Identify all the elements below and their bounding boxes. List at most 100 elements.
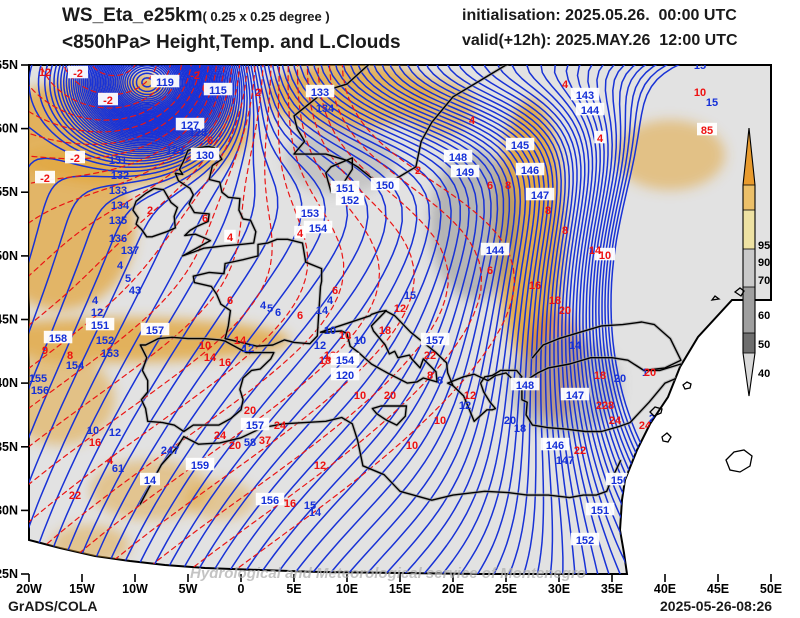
svg-text:12: 12 (242, 343, 254, 355)
svg-text:14: 14 (204, 352, 217, 364)
svg-text:115: 115 (209, 85, 227, 97)
svg-text:20: 20 (644, 367, 656, 379)
svg-text:5: 5 (267, 303, 273, 315)
svg-text:90: 90 (758, 257, 770, 269)
svg-text:5: 5 (125, 273, 131, 285)
svg-text:134: 134 (316, 103, 335, 115)
svg-text:6: 6 (332, 285, 338, 297)
svg-text:4: 4 (469, 115, 476, 127)
svg-text:4: 4 (597, 133, 604, 145)
svg-text:-2: -2 (70, 153, 80, 165)
svg-text:228: 228 (596, 400, 614, 412)
svg-text:8: 8 (562, 225, 568, 237)
svg-text:12: 12 (39, 67, 51, 79)
svg-text:6: 6 (227, 295, 233, 307)
svg-text:20W: 20W (16, 582, 42, 596)
svg-text:24: 24 (214, 430, 227, 442)
svg-text:4: 4 (92, 295, 99, 307)
svg-text:10: 10 (324, 325, 336, 337)
svg-text:8: 8 (67, 350, 73, 362)
svg-text:154: 154 (336, 355, 355, 367)
svg-text:15: 15 (404, 290, 416, 302)
svg-text:95: 95 (758, 240, 770, 252)
svg-text:131: 131 (109, 155, 127, 167)
svg-text:129: 129 (166, 145, 184, 157)
svg-text:4: 4 (562, 79, 569, 91)
svg-text:14: 14 (316, 305, 329, 317)
svg-text:-2: -2 (103, 95, 113, 107)
svg-text:15W: 15W (69, 582, 95, 596)
svg-text:55N: 55N (0, 185, 18, 199)
svg-text:4: 4 (297, 228, 304, 240)
svg-text:149: 149 (456, 167, 474, 179)
svg-text:158: 158 (49, 333, 67, 345)
svg-text:144: 144 (486, 245, 505, 257)
svg-text:Hydrological and Meteorologica: Hydrological and Meteorological service … (190, 565, 586, 582)
svg-text:130: 130 (196, 150, 214, 162)
svg-text:151: 151 (591, 505, 609, 517)
svg-text:10: 10 (354, 335, 366, 347)
svg-text:119: 119 (156, 77, 174, 89)
svg-text:148: 148 (516, 380, 534, 392)
svg-text:137: 137 (121, 245, 139, 257)
svg-text:-2: -2 (190, 70, 200, 82)
svg-text:120: 120 (336, 370, 354, 382)
svg-text:14: 14 (309, 507, 322, 519)
svg-text:146: 146 (546, 440, 564, 452)
svg-text:4: 4 (260, 300, 267, 312)
svg-text:50E: 50E (760, 582, 782, 596)
svg-text:15E: 15E (389, 582, 411, 596)
svg-text:22: 22 (574, 445, 586, 457)
svg-text:12: 12 (91, 307, 103, 319)
svg-text:60: 60 (758, 310, 770, 322)
svg-text:151: 151 (91, 320, 109, 332)
svg-text:20: 20 (384, 390, 396, 402)
svg-text:147: 147 (556, 455, 574, 467)
svg-text:37: 37 (259, 435, 271, 447)
svg-text:22: 22 (69, 490, 81, 502)
svg-text:6: 6 (275, 307, 281, 319)
svg-text:154: 154 (309, 223, 328, 235)
svg-text:135: 135 (109, 215, 127, 227)
svg-text:152: 152 (96, 335, 114, 347)
svg-text:85: 85 (701, 125, 713, 137)
svg-text:148: 148 (449, 152, 467, 164)
svg-text:12: 12 (314, 460, 326, 472)
svg-text:153: 153 (301, 208, 319, 220)
svg-text:25E: 25E (495, 582, 517, 596)
svg-text:30E: 30E (548, 582, 570, 596)
svg-text:20: 20 (229, 440, 241, 452)
svg-text:40: 40 (758, 368, 770, 380)
svg-text:6: 6 (487, 180, 493, 192)
svg-text:2: 2 (415, 165, 421, 177)
svg-text:159: 159 (191, 460, 209, 472)
svg-text:45N: 45N (0, 313, 18, 327)
svg-text:152: 152 (341, 195, 359, 207)
svg-text:10: 10 (354, 390, 366, 402)
svg-text:50N: 50N (0, 249, 18, 263)
svg-text:132: 132 (111, 170, 129, 182)
svg-text:10: 10 (87, 425, 99, 437)
svg-text:58: 58 (244, 437, 256, 449)
svg-text:157: 157 (426, 335, 444, 347)
svg-text:144: 144 (581, 105, 600, 117)
svg-text:152: 152 (576, 535, 594, 547)
svg-text:18: 18 (594, 370, 606, 382)
svg-text:128: 128 (189, 127, 207, 139)
svg-text:18: 18 (514, 423, 526, 435)
svg-text:40N: 40N (0, 376, 18, 390)
svg-text:10: 10 (694, 87, 706, 99)
svg-text:8: 8 (437, 375, 443, 387)
svg-text:156: 156 (31, 385, 49, 397)
svg-text:18: 18 (379, 325, 391, 337)
svg-text:65N: 65N (0, 58, 18, 72)
svg-text:134: 134 (111, 200, 130, 212)
svg-text:16: 16 (89, 437, 101, 449)
svg-text:2: 2 (147, 205, 153, 217)
svg-text:14: 14 (569, 340, 582, 352)
svg-text:8: 8 (505, 180, 511, 192)
svg-text:10: 10 (406, 440, 418, 452)
svg-text:24: 24 (609, 415, 622, 427)
svg-text:-2: -2 (73, 68, 83, 80)
svg-text:30N: 30N (0, 503, 18, 517)
